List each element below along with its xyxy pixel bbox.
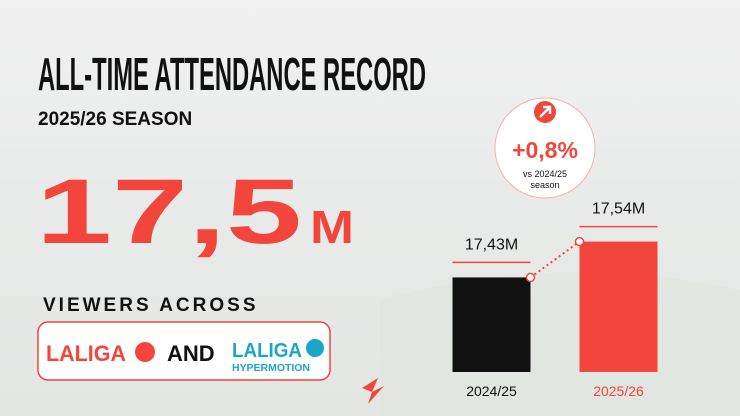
trend-line (529, 240, 581, 279)
audience-label: VIEWERS ACROSS (43, 295, 259, 316)
x-tick-label: 2024/25 (466, 383, 517, 399)
logo-badge (306, 339, 324, 357)
arrow-glyph (539, 105, 552, 118)
change-badge (494, 97, 596, 199)
change-note: season (530, 180, 559, 190)
value-label: 17,43M (465, 236, 518, 253)
change-label: +0,8% (512, 137, 578, 163)
headline-number: 17,5 (36, 161, 302, 263)
trend-point (574, 236, 585, 247)
competition-logo: LALIGA (232, 340, 302, 362)
headline-unit: M (310, 201, 354, 253)
title: ALL-TIME ATTENDANCE RECORD (38, 48, 426, 100)
change-note: vs 2024/25 (523, 169, 567, 179)
competition-logo-sub: HYPERMOTION (232, 363, 310, 374)
logo-badge (135, 342, 155, 362)
bar (452, 277, 531, 372)
bar (579, 241, 658, 372)
connector-text: AND (167, 341, 215, 366)
x-tick-label: 2025/26 (593, 383, 644, 399)
brand-logo (362, 378, 384, 404)
subtitle: 2025/26 SEASON (38, 109, 192, 130)
competitions-box (37, 321, 331, 381)
competition-logo: LALIGA (46, 341, 126, 366)
pitch-shade (380, 272, 740, 416)
trend-point (525, 272, 536, 283)
value-label: 17,54M (592, 201, 645, 218)
